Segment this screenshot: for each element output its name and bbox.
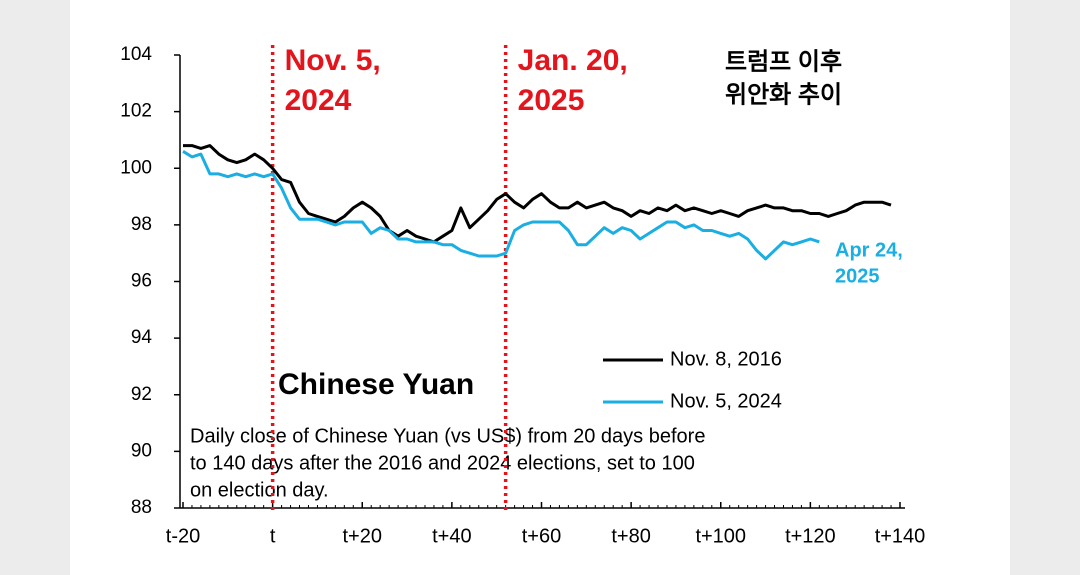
x-tick-label: t+140 bbox=[875, 525, 926, 547]
y-tick-label: 104 bbox=[120, 44, 152, 65]
x-tick-label: t+120 bbox=[785, 525, 836, 547]
event-label: Nov. 5, bbox=[285, 44, 381, 77]
description: Daily close of Chinese Yuan (vs US$) fro… bbox=[190, 425, 705, 447]
y-tick-label: 100 bbox=[120, 157, 152, 178]
korean-title: 트럼프 이후 bbox=[725, 48, 842, 75]
event-label: 2024 bbox=[285, 84, 352, 117]
korean-title: 위안화 추이 bbox=[725, 81, 842, 108]
x-tick-label: t-20 bbox=[166, 525, 200, 547]
x-tick-label: t+80 bbox=[611, 525, 650, 547]
legend-label: Nov. 5, 2024 bbox=[670, 390, 782, 412]
card bbox=[70, 0, 1010, 575]
x-tick-label: t+20 bbox=[343, 525, 382, 547]
legend-label: Nov. 8, 2016 bbox=[670, 348, 782, 370]
y-tick-label: 98 bbox=[131, 214, 152, 235]
end-label: Apr 24, bbox=[835, 239, 903, 261]
description: to 140 days after the 2016 and 2024 elec… bbox=[190, 452, 695, 474]
x-tick-label: t+100 bbox=[695, 525, 746, 547]
end-label: 2025 bbox=[835, 265, 880, 287]
x-tick-label: t+60 bbox=[522, 525, 561, 547]
event-label: Jan. 20, bbox=[518, 44, 628, 77]
y-tick-label: 102 bbox=[120, 101, 152, 122]
series-line bbox=[183, 144, 892, 244]
description: on election day. bbox=[190, 479, 329, 501]
y-tick-label: 88 bbox=[131, 497, 152, 518]
y-tick-label: 90 bbox=[131, 440, 152, 461]
event-label: 2025 bbox=[518, 84, 585, 117]
y-tick-label: 96 bbox=[131, 271, 152, 292]
y-tick-label: 94 bbox=[131, 327, 153, 348]
x-tick-label: t bbox=[270, 525, 276, 547]
y-tick-label: 92 bbox=[131, 384, 152, 405]
x-tick-label: t+40 bbox=[432, 525, 471, 547]
chart-title: Chinese Yuan bbox=[278, 368, 474, 401]
series-line bbox=[182, 150, 820, 261]
